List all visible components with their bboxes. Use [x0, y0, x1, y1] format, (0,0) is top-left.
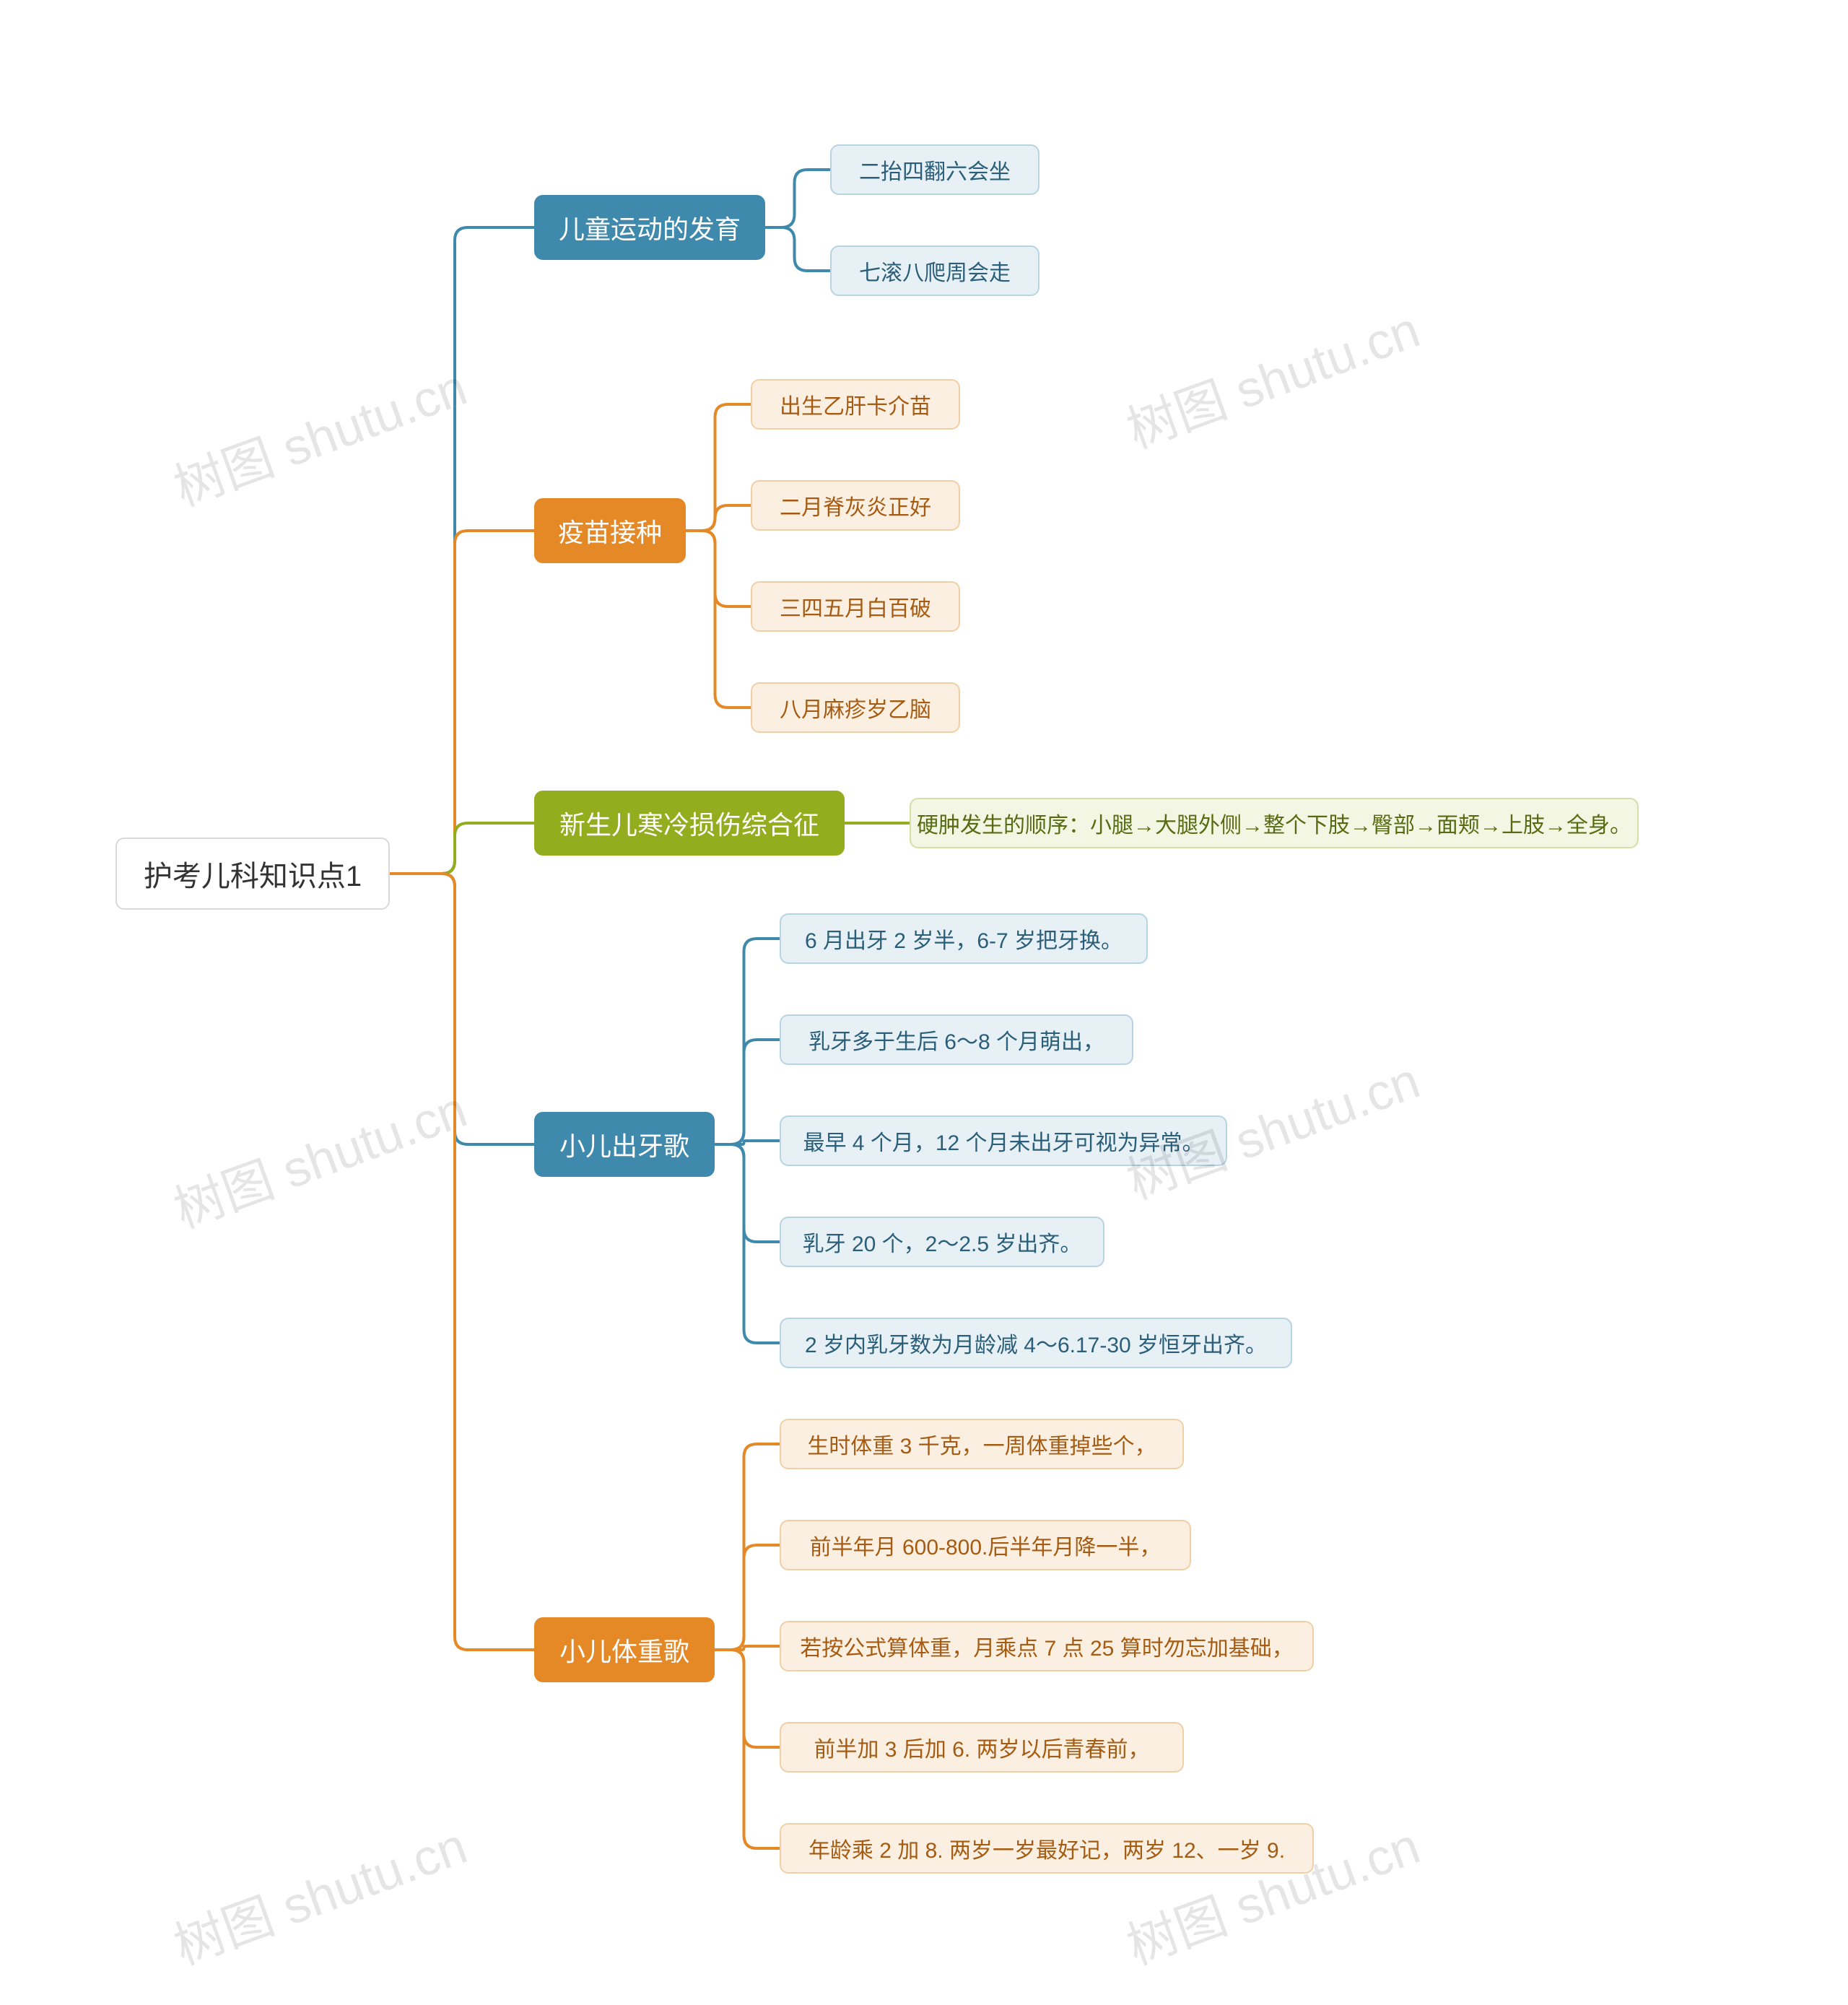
leaf-node-4-3[interactable]: 前半加 3 后加 6. 两岁以后青春前，: [780, 1722, 1184, 1773]
branch-node-4[interactable]: 小儿体重歌: [534, 1617, 715, 1682]
leaf-node-1-0[interactable]: 出生乙肝卡介苗: [751, 379, 960, 430]
branch-node-0[interactable]: 儿童运动的发育: [534, 195, 765, 260]
leaf-node-0-1[interactable]: 七滚八爬周会走: [830, 245, 1040, 296]
root-node[interactable]: 护考儿科知识点1: [116, 838, 390, 910]
watermark: 树图 shutu.cn: [162, 1069, 475, 1243]
connectors-layer: [0, 0, 1848, 2005]
mindmap-canvas: 护考儿科知识点1 儿童运动的发育 二抬四翻六会坐七滚八爬周会走疫苗接种 出生乙肝卡介苗…: [0, 0, 1848, 2005]
branch-node-1[interactable]: 疫苗接种: [534, 498, 686, 563]
leaf-node-3-2[interactable]: 最早 4 个月，12 个月未出牙可视为异常。: [780, 1115, 1227, 1166]
branch-node-2[interactable]: 新生儿寒冷损伤综合征: [534, 791, 845, 856]
watermark: 树图 shutu.cn: [162, 347, 475, 521]
leaf-node-4-2[interactable]: 若按公式算体重，月乘点 7 点 25 算时勿忘加基础，: [780, 1621, 1314, 1671]
leaf-node-1-3[interactable]: 八月麻疹岁乙脑: [751, 682, 960, 733]
leaf-node-4-0[interactable]: 生时体重 3 千克，一周体重掉些个，: [780, 1419, 1184, 1469]
leaf-node-3-4[interactable]: 2 岁内乳牙数为月龄减 4～6.17-30 岁恒牙出齐。: [780, 1318, 1292, 1368]
watermark: 树图 shutu.cn: [1115, 290, 1428, 463]
watermark: 树图 shutu.cn: [162, 1806, 475, 1979]
leaf-node-1-1[interactable]: 二月脊灰炎正好: [751, 480, 960, 531]
leaf-node-2-0[interactable]: 硬肿发生的顺序：小腿→大腿外侧→整个下肢→臀部→面颊→上肢→全身。: [910, 798, 1639, 848]
leaf-node-3-1[interactable]: 乳牙多于生后 6～8 个月萌出，: [780, 1014, 1133, 1065]
leaf-node-3-0[interactable]: 6 月出牙 2 岁半，6-7 岁把牙换。: [780, 913, 1148, 964]
branch-node-3[interactable]: 小儿出牙歌: [534, 1112, 715, 1177]
leaf-node-3-3[interactable]: 乳牙 20 个，2～2.5 岁出齐。: [780, 1217, 1104, 1267]
leaf-node-4-1[interactable]: 前半年月 600-800.后半年月降一半，: [780, 1520, 1191, 1570]
leaf-node-0-0[interactable]: 二抬四翻六会坐: [830, 144, 1040, 195]
leaf-node-4-4[interactable]: 年龄乘 2 加 8. 两岁一岁最好记，两岁 12、一岁 9.: [780, 1823, 1314, 1874]
leaf-node-1-2[interactable]: 三四五月白百破: [751, 581, 960, 632]
